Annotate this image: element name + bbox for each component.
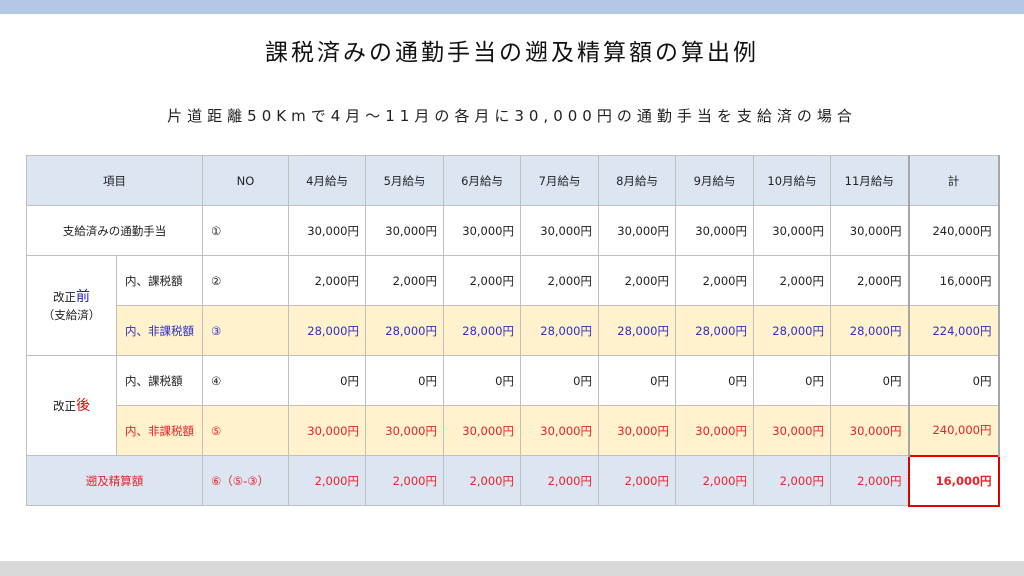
row-total: 0円 xyxy=(907,355,1000,406)
page-subtitle: 片道距離50Kmで4月～11月の各月に30,000円の通勤手当を支給済の場合 xyxy=(167,107,857,125)
month-value: 30,000円 xyxy=(520,405,599,456)
month-value: 2,000円 xyxy=(365,455,444,506)
row-no: ① xyxy=(202,205,289,256)
row-no: ② xyxy=(202,255,289,306)
month-value: 2,000円 xyxy=(598,255,676,306)
month-value: 28,000円 xyxy=(288,305,366,356)
month-value: 28,000円 xyxy=(830,305,909,356)
row-label: 内、非課税額 xyxy=(116,305,203,356)
month-value: 2,000円 xyxy=(520,255,599,306)
row-label: 遡及精算額 xyxy=(26,455,203,506)
month-value: 30,000円 xyxy=(520,205,599,256)
header-month: 8月給与 xyxy=(598,155,676,206)
group-accent-after: 後 xyxy=(76,397,90,414)
month-value: 30,000円 xyxy=(753,405,831,456)
row-paid-allowance: 支給済みの通勤手当 ① 30,000円 30,000円 30,000円 30,0… xyxy=(26,205,1000,256)
header-month: 9月給与 xyxy=(675,155,754,206)
month-value: 0円 xyxy=(520,355,599,406)
month-value: 2,000円 xyxy=(288,455,366,506)
row-label: 内、課税額 xyxy=(116,255,203,306)
header-total: 計 xyxy=(907,155,1000,206)
month-value: 0円 xyxy=(830,355,909,406)
settlement-total: 16,000円 xyxy=(907,454,1000,507)
header-month: 6月給与 xyxy=(443,155,521,206)
month-value: 0円 xyxy=(598,355,676,406)
top-accent-band xyxy=(0,0,1024,14)
month-value: 30,000円 xyxy=(365,205,444,256)
month-value: 30,000円 xyxy=(365,405,444,456)
header-month: 4月給与 xyxy=(288,155,366,206)
month-value: 2,000円 xyxy=(443,455,521,506)
month-value: 0円 xyxy=(753,355,831,406)
month-value: 30,000円 xyxy=(753,205,831,256)
bottom-accent-band xyxy=(0,561,1024,576)
header-month: 10月給与 xyxy=(753,155,831,206)
month-value: 2,000円 xyxy=(288,255,366,306)
row-no: ⑥（⑤-③） xyxy=(202,455,289,506)
row-total: 224,000円 xyxy=(907,305,1000,356)
header-month: 11月給与 xyxy=(830,155,909,206)
group-prefix: 改正 xyxy=(53,289,76,304)
header-month: 7月給与 xyxy=(520,155,599,206)
month-value: 30,000円 xyxy=(675,405,754,456)
month-value: 2,000円 xyxy=(443,255,521,306)
group-prefix: 改正 xyxy=(53,398,76,413)
header-no: NO xyxy=(202,155,289,206)
month-value: 30,000円 xyxy=(288,205,366,256)
month-value: 30,000円 xyxy=(443,205,521,256)
row-after-taxable: 改正後 内、課税額 ④ 0円 0円 0円 0円 0円 0円 0円 0円 0円 xyxy=(26,355,1000,456)
month-value: 28,000円 xyxy=(443,305,521,356)
month-value: 28,000円 xyxy=(520,305,599,356)
month-value: 2,000円 xyxy=(675,255,754,306)
month-value: 30,000円 xyxy=(288,405,366,456)
month-value: 28,000円 xyxy=(365,305,444,356)
group-sub: （支給済） xyxy=(42,307,101,322)
month-value: 2,000円 xyxy=(753,255,831,306)
group-accent-before: 前 xyxy=(76,288,90,305)
month-value: 0円 xyxy=(443,355,521,406)
group-after-revision: 改正後 xyxy=(26,355,117,456)
month-value: 0円 xyxy=(288,355,366,406)
month-value: 30,000円 xyxy=(830,205,909,256)
month-value: 2,000円 xyxy=(365,255,444,306)
month-value: 30,000円 xyxy=(598,205,676,256)
row-label: 内、非課税額 xyxy=(116,405,203,456)
header-row: 項目 NO 4月給与 5月給与 6月給与 7月給与 8月給与 9月給与 10月給… xyxy=(26,155,1000,206)
month-value: 2,000円 xyxy=(520,455,599,506)
row-no: ④ xyxy=(202,355,289,406)
month-value: 2,000円 xyxy=(753,455,831,506)
row-label: 内、課税額 xyxy=(116,355,203,406)
row-no: ⑤ xyxy=(202,405,289,456)
row-settlement: 遡及精算額 ⑥（⑤-③） 2,000円 2,000円 2,000円 2,000円… xyxy=(26,454,1000,507)
row-total: 240,000円 xyxy=(907,205,1000,256)
month-value: 0円 xyxy=(675,355,754,406)
month-value: 28,000円 xyxy=(753,305,831,356)
settlement-table: 項目 NO 4月給与 5月給与 6月給与 7月給与 8月給与 9月給与 10月給… xyxy=(26,155,1000,507)
row-before-nontaxable: 内、非課税額 ③ 28,000円 28,000円 28,000円 28,000円… xyxy=(27,305,1000,356)
row-total: 240,000円 xyxy=(907,405,1000,456)
row-label: 支給済みの通勤手当 xyxy=(26,205,203,256)
month-value: 28,000円 xyxy=(675,305,754,356)
month-value: 2,000円 xyxy=(830,455,909,506)
header-item: 項目 xyxy=(26,155,203,206)
month-value: 30,000円 xyxy=(830,405,909,456)
month-value: 2,000円 xyxy=(675,455,754,506)
month-value: 30,000円 xyxy=(443,405,521,456)
group-before-revision: 改正前 （支給済） xyxy=(26,255,117,356)
row-before-taxable: 改正前 （支給済） 内、課税額 ② 2,000円 2,000円 2,000円 2… xyxy=(26,255,1000,356)
month-value: 2,000円 xyxy=(598,455,676,506)
month-value: 30,000円 xyxy=(675,205,754,256)
row-no: ③ xyxy=(202,305,289,356)
month-value: 0円 xyxy=(365,355,444,406)
header-month: 5月給与 xyxy=(365,155,444,206)
row-total: 16,000円 xyxy=(907,255,1000,306)
month-value: 28,000円 xyxy=(598,305,676,356)
month-value: 2,000円 xyxy=(830,255,909,306)
month-value: 30,000円 xyxy=(598,405,676,456)
row-after-nontaxable: 内、非課税額 ⑤ 30,000円 30,000円 30,000円 30,000円… xyxy=(27,405,1000,456)
page-title: 課税済みの通勤手当の遡及精算額の算出例 xyxy=(265,40,759,66)
